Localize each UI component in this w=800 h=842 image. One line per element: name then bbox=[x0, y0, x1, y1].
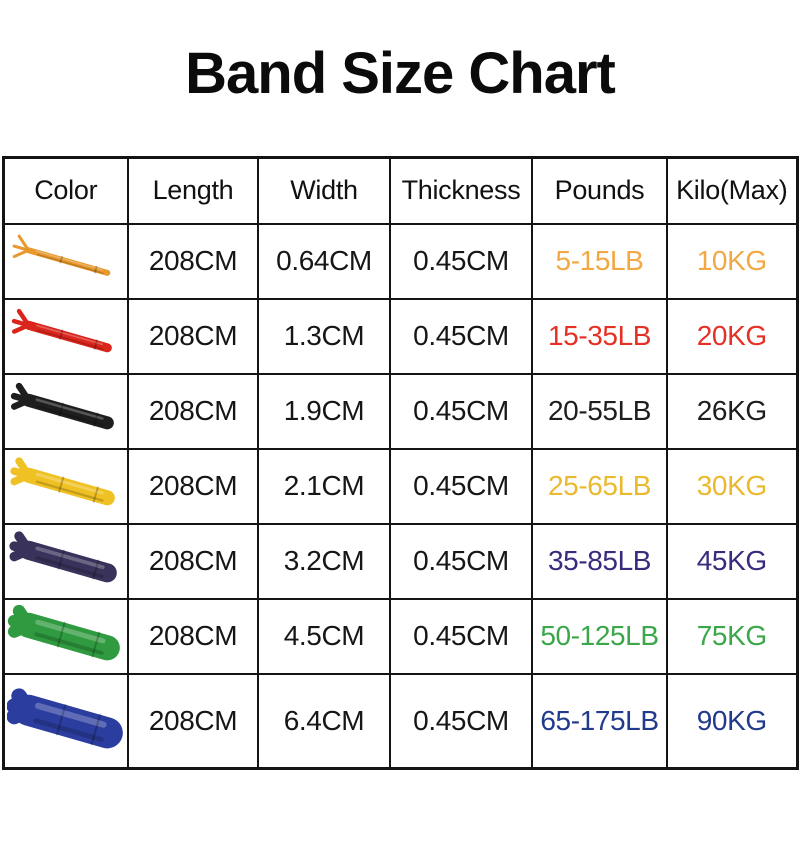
kilo-cell: 90KG bbox=[666, 672, 798, 770]
band-image-black bbox=[10, 383, 114, 430]
pounds-cell: 20-55LB bbox=[531, 372, 668, 450]
thickness-cell: 0.45CM bbox=[389, 597, 533, 675]
width-cell: 4.5CM bbox=[257, 597, 391, 675]
pounds-cell: 5-15LB bbox=[531, 222, 668, 300]
table-row-green: 208CM 4.5CM 0.45CM 50-125LB 75KG bbox=[2, 597, 798, 675]
length-cell: 208CM bbox=[127, 672, 259, 770]
header-cell-pounds: Pounds bbox=[531, 156, 668, 225]
width-cell: 2.1CM bbox=[257, 447, 391, 525]
thickness-cell: 0.45CM bbox=[389, 672, 533, 770]
band-cell bbox=[2, 297, 129, 375]
header-cell-color: Color bbox=[2, 156, 129, 225]
table-row-orange: 208CM 0.64CM 0.45CM 5-15LB 10KG bbox=[2, 222, 798, 300]
pounds-cell: 15-35LB bbox=[531, 297, 668, 375]
width-cell: 6.4CM bbox=[257, 672, 391, 770]
header-cell-width: Width bbox=[257, 156, 391, 225]
width-cell: 1.9CM bbox=[257, 372, 391, 450]
thickness-cell: 0.45CM bbox=[389, 222, 533, 300]
band-size-table: Color Length Width Thickness Pounds Kilo(Max)… bbox=[1, 155, 799, 771]
pounds-cell: 25-65LB bbox=[531, 447, 668, 525]
thickness-cell: 0.45CM bbox=[389, 522, 533, 600]
pounds-cell: 50-125LB bbox=[531, 597, 668, 675]
band-image-green bbox=[7, 605, 120, 661]
table-row-black: 208CM 1.9CM 0.45CM 20-55LB 26KG bbox=[2, 372, 798, 450]
table-header: Color Length Width Thickness Pounds Kilo(Max) bbox=[2, 156, 798, 225]
length-cell: 208CM bbox=[127, 297, 259, 375]
length-cell: 208CM bbox=[127, 522, 259, 600]
band-cell bbox=[2, 222, 129, 300]
kilo-cell: 75KG bbox=[666, 597, 798, 675]
band-image-yellow bbox=[10, 457, 115, 506]
thickness-cell: 0.45CM bbox=[389, 297, 533, 375]
page: Band Size Chart Color Length Width Thicknes… bbox=[0, 42, 800, 842]
table-row-red: 208CM 1.3CM 0.45CM 15-35LB 20KG bbox=[2, 297, 798, 375]
band-cell bbox=[2, 597, 129, 675]
length-cell: 208CM bbox=[127, 447, 259, 525]
kilo-cell: 30KG bbox=[666, 447, 798, 525]
header-cell-length: Length bbox=[127, 156, 259, 225]
table-row-purple: 208CM 3.2CM 0.45CM 35-85LB 45KG bbox=[2, 522, 798, 600]
table-row-yellow: 208CM 2.1CM 0.45CM 25-65LB 30KG bbox=[2, 447, 798, 525]
kilo-cell: 20KG bbox=[666, 297, 798, 375]
length-cell: 208CM bbox=[127, 372, 259, 450]
kilo-cell: 10KG bbox=[666, 222, 798, 300]
header-cell-thickness: Thickness bbox=[389, 156, 533, 225]
width-cell: 3.2CM bbox=[257, 522, 391, 600]
table-row-blue: 208CM 6.4CM 0.45CM 65-175LB 90KG bbox=[2, 672, 798, 770]
pounds-cell: 65-175LB bbox=[531, 672, 668, 770]
pounds-cell: 35-85LB bbox=[531, 522, 668, 600]
kilo-cell: 45KG bbox=[666, 522, 798, 600]
width-cell: 0.64CM bbox=[257, 222, 391, 300]
length-cell: 208CM bbox=[127, 597, 259, 675]
page-title: Band Size Chart bbox=[185, 41, 616, 106]
width-cell: 1.3CM bbox=[257, 297, 391, 375]
header-row: Color Length Width Thickness Pounds Kilo(Max) bbox=[2, 156, 798, 225]
band-image-orange bbox=[12, 234, 111, 277]
band-cell bbox=[2, 447, 129, 525]
thickness-cell: 0.45CM bbox=[389, 372, 533, 450]
band-image-red bbox=[11, 309, 112, 353]
kilo-cell: 26KG bbox=[666, 372, 798, 450]
band-image-blue bbox=[6, 688, 123, 749]
band-cell bbox=[2, 672, 129, 770]
thickness-cell: 0.45CM bbox=[389, 447, 533, 525]
band-image-purple bbox=[9, 531, 117, 583]
band-cell bbox=[2, 522, 129, 600]
length-cell: 208CM bbox=[127, 222, 259, 300]
band-cell bbox=[2, 372, 129, 450]
header-cell-kilo-max: Kilo(Max) bbox=[666, 156, 798, 225]
table-body: 208CM 0.64CM 0.45CM 5-15LB 10KG 208CM 1.… bbox=[2, 222, 798, 770]
